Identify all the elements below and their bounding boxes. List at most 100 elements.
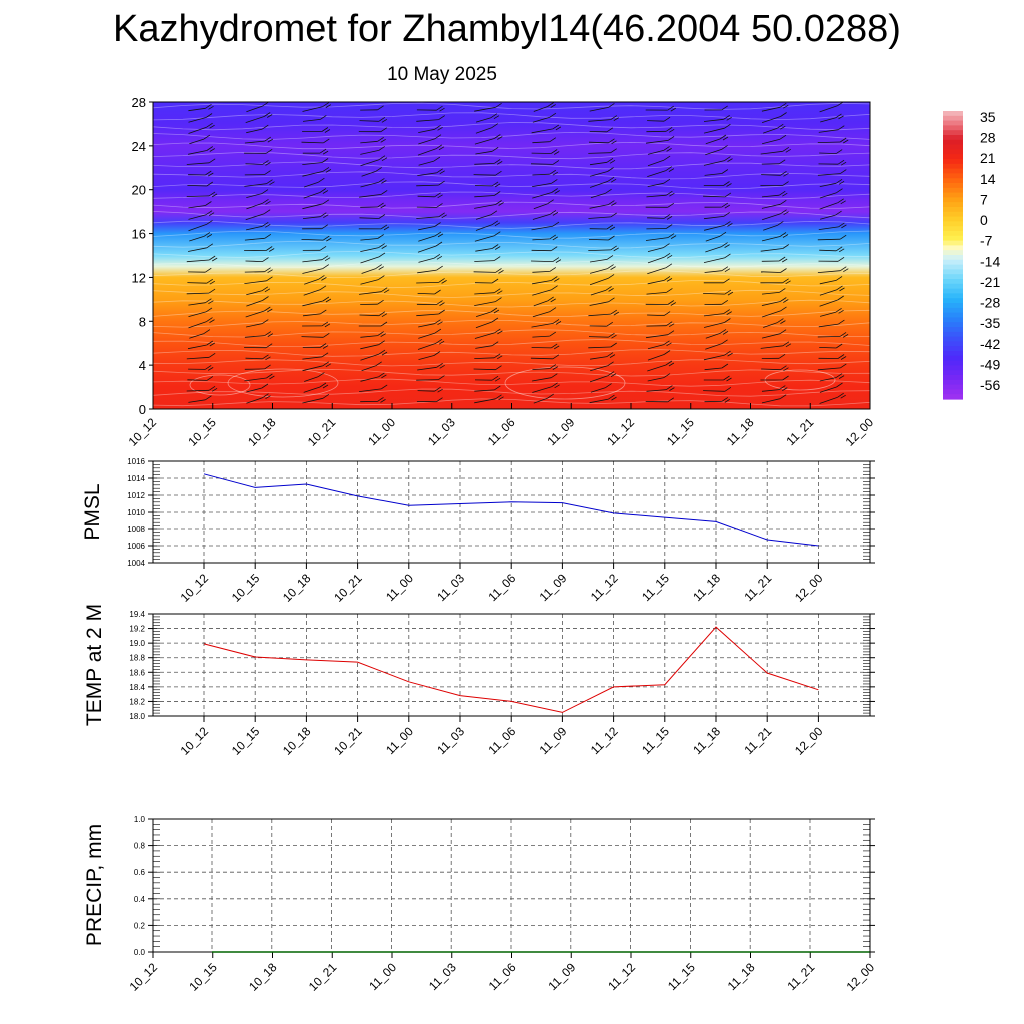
contour-line (153, 250, 870, 259)
colorbar-swatch (943, 120, 963, 126)
wind-barb (703, 181, 732, 187)
wind-barb (819, 188, 843, 199)
wind-barb (645, 202, 675, 208)
wind-barb (590, 188, 612, 199)
wind-barb (647, 166, 675, 177)
wind-barb (304, 177, 325, 188)
precip-panel: 0.00.20.40.60.81.0 10_12 10_15 10_18 10_21 1… (83, 815, 877, 994)
wind-barb (647, 311, 671, 316)
x-tick-label: 11_03 (434, 571, 467, 604)
wind-barb (359, 287, 390, 295)
wind-barb (646, 288, 673, 295)
contour-line (153, 171, 870, 180)
x-tick-label: 11_18 (725, 960, 758, 993)
colorbar-swatch (943, 384, 963, 390)
x-tick-label: 10_18 (280, 724, 314, 758)
colorbar-swatch (943, 111, 963, 117)
temp-y-axis: 18.0 18.2 18.4 18.6 18.8 19.0 19.2 19.4 (129, 610, 875, 721)
x-tick-label: 11_12 (588, 724, 621, 757)
y-tick-label: 18.0 (129, 712, 145, 721)
wind-barb (246, 383, 269, 393)
wind-barb (360, 299, 384, 305)
wind-barb (761, 159, 786, 165)
temp-ylabel: TEMP at 2 M (83, 604, 106, 726)
wind-barb (647, 155, 671, 167)
pmsl-ylabel: PMSL (81, 483, 104, 540)
wind-barb (760, 244, 790, 252)
wind-barb (533, 102, 556, 112)
y-tick-label: 1.0 (134, 815, 146, 824)
wind-barb (186, 255, 218, 263)
wind-barb (530, 160, 560, 165)
wind-barb (474, 353, 503, 360)
wind-barb (361, 264, 384, 274)
wind-barb (704, 221, 733, 231)
wind-barb (588, 115, 620, 122)
wind-barb (418, 134, 442, 145)
wind-barb (244, 246, 275, 252)
wind-barb (762, 329, 787, 339)
colorbar-swatch (943, 336, 963, 342)
colorbar: 35 28 21 14 7 0 -7 -14 -21 -28 -35 -42 -49 -56 (943, 109, 1000, 400)
wind-barb (244, 331, 274, 338)
wind-barb (532, 137, 557, 144)
wind-barb (761, 199, 787, 209)
contour-line (153, 191, 870, 200)
colorbar-swatch (943, 231, 963, 237)
y-tick-label: 18.2 (129, 697, 145, 706)
wind-barb (589, 321, 614, 327)
colorbar-label: -7 (980, 233, 993, 249)
wind-barb (416, 105, 445, 112)
colorbar-swatch (943, 394, 963, 400)
colorbar-label: -56 (980, 377, 1000, 393)
y-tick-label: 28 (132, 95, 146, 110)
colorbar-swatch (943, 197, 963, 203)
wind-barb (647, 146, 672, 155)
wind-barb (704, 123, 731, 134)
wind-barb (760, 375, 789, 381)
wind-barb (360, 155, 388, 167)
colorbar-swatch (943, 360, 963, 366)
temp-grid (153, 614, 870, 716)
wind-barb (475, 123, 499, 134)
wind-barb (473, 365, 502, 371)
wind-barb (187, 181, 214, 187)
y-tick-label: 1014 (127, 474, 145, 483)
wind-barb (186, 191, 218, 198)
colorbar-swatch (943, 154, 963, 160)
wind-barb (475, 307, 500, 317)
wind-barb (302, 361, 332, 372)
wind-barb (645, 105, 677, 112)
wind-barb (360, 397, 386, 403)
wind-barb (473, 170, 502, 176)
x-tick-label: 11_00 (383, 571, 416, 604)
wind-barb (302, 224, 329, 230)
x-tick-label: 11_03 (426, 960, 459, 993)
wind-barb (186, 158, 216, 165)
wind-barb (703, 386, 732, 392)
wind-barb (819, 382, 843, 393)
wind-barb (302, 102, 332, 112)
wind-barb (703, 278, 730, 284)
temperature-contours (153, 102, 870, 407)
wind-barb (645, 397, 675, 403)
wind-barb (302, 255, 331, 263)
x-tick-label: 11_09 (546, 960, 579, 993)
wind-barb (761, 102, 789, 112)
wind-barb (418, 156, 441, 166)
y-tick-label: 24 (132, 139, 146, 154)
wind-barb (245, 112, 273, 123)
x-tick-label: 10_15 (185, 415, 219, 449)
x-tick-label: 11_15 (639, 571, 672, 604)
wind-barb (531, 343, 560, 350)
x-tick-label: 11_12 (588, 571, 621, 604)
contour-line (153, 201, 870, 209)
wind-barb (244, 170, 271, 176)
wind-barb (817, 332, 849, 338)
wind-barb (761, 297, 789, 306)
wind-barb (360, 243, 387, 252)
contour-line (153, 260, 870, 268)
colorbar-swatch (943, 370, 963, 376)
